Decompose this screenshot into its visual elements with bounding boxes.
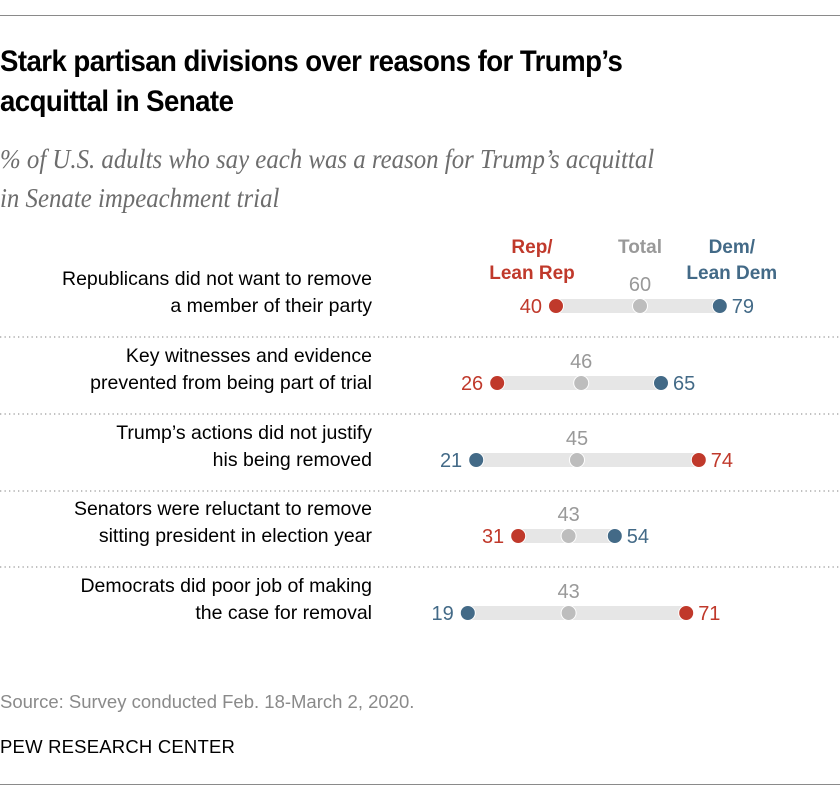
chart-subtitle: % of U.S. adults who say each was a reas…: [0, 140, 828, 218]
value-total: 46: [570, 351, 592, 373]
dot-dem: [459, 605, 476, 621]
dot-dem: [606, 528, 623, 544]
category-label-line2: prevented from being part of trial: [90, 372, 372, 394]
value-rep: 74: [711, 450, 733, 472]
brand-label: PEW RESEARCH CENTER: [0, 736, 236, 757]
value-rep: 26: [461, 373, 483, 395]
legend-dem-line2: Lean Dem: [686, 263, 777, 284]
category-label-line2: his being removed: [213, 449, 372, 471]
value-dem: 65: [673, 373, 695, 395]
title-line-1: Stark partisan divisions over reasons fo…: [0, 45, 623, 78]
bottom-rule: [0, 784, 840, 785]
subtitle-line-2: in Senate impeachment trial: [0, 183, 280, 213]
category-label-line1: Republicans did not want to remove: [62, 268, 372, 290]
legend-rep-line2: Lean Rep: [489, 263, 575, 284]
dot-rep: [489, 375, 506, 391]
category-label-line2: a member of their party: [170, 295, 372, 317]
category-label-line1: Senators were reluctant to remove: [74, 498, 372, 520]
dot-dem: [711, 298, 728, 314]
legend-dem-line1: Dem/: [709, 237, 756, 258]
value-dem: 79: [732, 296, 754, 318]
category-label-line1: Democrats did poor job of making: [80, 575, 372, 597]
value-dem: 19: [432, 603, 454, 625]
value-dem: 54: [627, 526, 649, 548]
value-total: 43: [557, 581, 579, 603]
value-total: 43: [557, 504, 579, 526]
category-label-line2: sitting president in election year: [99, 525, 373, 547]
category-label-line2: the case for removal: [195, 602, 372, 624]
dot-rep: [548, 298, 564, 314]
source-note: Source: Survey conducted Feb. 18-March 2…: [0, 691, 415, 712]
value-total: 45: [566, 428, 588, 450]
legend-total-line1: Total: [618, 237, 662, 258]
value-total: 60: [629, 274, 651, 296]
chart-title: Stark partisan divisions over reasons fo…: [0, 42, 819, 122]
value-rep: 40: [520, 296, 542, 318]
dot-total: [632, 298, 648, 314]
dot-dem: [468, 452, 485, 468]
subtitle-line-1: % of U.S. adults who say each was a reas…: [0, 144, 655, 174]
value-rep: 71: [698, 603, 720, 625]
dot-total: [560, 528, 577, 544]
value-rep: 31: [482, 526, 504, 548]
title-line-2: acquittal in Senate: [0, 85, 234, 118]
dot-rep: [690, 452, 707, 468]
dot-total: [560, 605, 577, 621]
top-rule: [0, 15, 840, 16]
value-dem: 21: [440, 450, 462, 472]
dot-total: [573, 375, 590, 391]
category-label-line1: Key witnesses and evidence: [126, 345, 372, 367]
dot-total: [569, 452, 585, 468]
dot-dem: [653, 375, 669, 391]
dot-rep: [510, 528, 527, 544]
legend-rep-line1: Rep/: [511, 237, 553, 258]
dot-plot: Rep/Lean Rep Total Dem/Lean Dem Republicans…: [0, 237, 840, 625]
dot-rep: [678, 605, 695, 621]
category-label-line1: Trump’s actions did not justify: [116, 422, 372, 444]
